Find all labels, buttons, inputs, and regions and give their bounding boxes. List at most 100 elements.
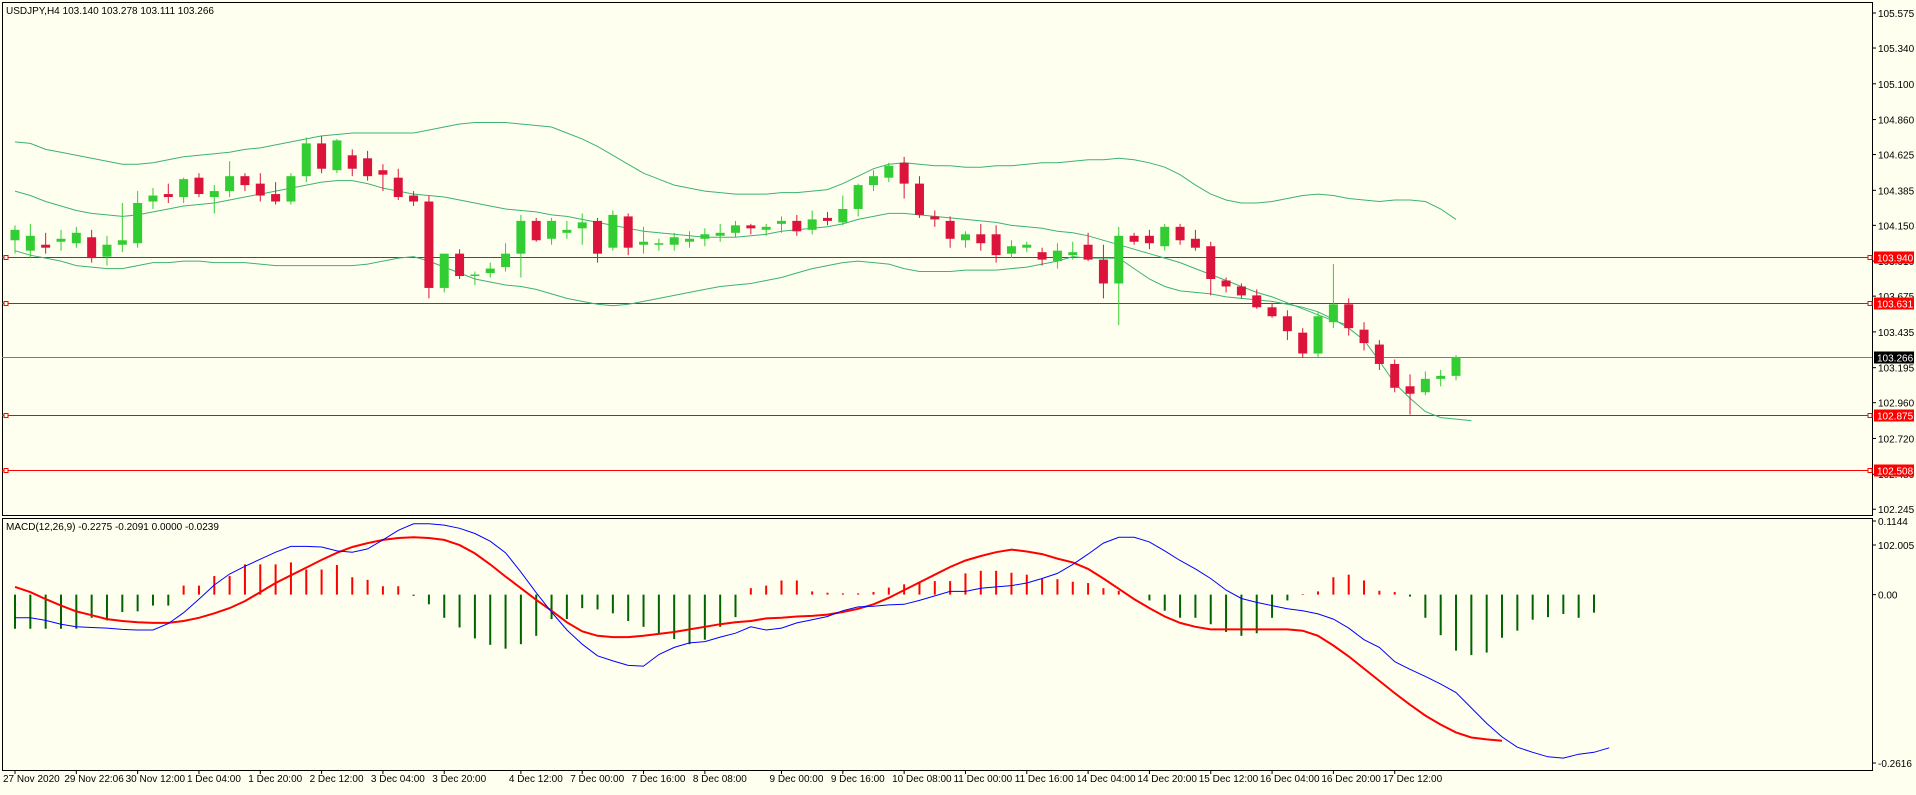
- bullish-candle[interactable]: [56, 238, 66, 242]
- bullish-candle[interactable]: [639, 241, 649, 245]
- level-anchor-marker[interactable]: [1867, 468, 1873, 473]
- bullish-candle[interactable]: [884, 165, 894, 178]
- bullish-candle[interactable]: [1313, 316, 1323, 354]
- bullish-candle[interactable]: [1420, 378, 1430, 393]
- bullish-candle[interactable]: [1114, 235, 1124, 284]
- bullish-candle[interactable]: [439, 253, 449, 288]
- bearish-candle[interactable]: [976, 234, 986, 244]
- bullish-candle[interactable]: [1160, 226, 1170, 247]
- bullish-candle[interactable]: [1052, 250, 1062, 262]
- bearish-candle[interactable]: [1374, 344, 1384, 364]
- bullish-candle[interactable]: [547, 220, 557, 239]
- bearish-candle[interactable]: [347, 155, 357, 169]
- bullish-candle[interactable]: [715, 232, 725, 236]
- bullish-candle[interactable]: [117, 240, 127, 245]
- bearish-candle[interactable]: [409, 195, 419, 202]
- bullish-candle[interactable]: [1436, 375, 1446, 379]
- bearish-candle[interactable]: [1344, 304, 1354, 329]
- bearish-candle[interactable]: [623, 216, 633, 248]
- bullish-candle[interactable]: [148, 195, 158, 202]
- bearish-candle[interactable]: [1083, 244, 1093, 260]
- bearish-candle[interactable]: [41, 244, 51, 248]
- bearish-candle[interactable]: [930, 216, 940, 220]
- bullish-candle[interactable]: [25, 235, 35, 251]
- bullish-candle[interactable]: [485, 268, 495, 274]
- level-anchor-marker[interactable]: [3, 301, 9, 306]
- bearish-candle[interactable]: [1390, 363, 1400, 388]
- bearish-candle[interactable]: [378, 170, 388, 175]
- bearish-candle[interactable]: [240, 176, 250, 186]
- bullish-candle[interactable]: [1022, 244, 1032, 248]
- bullish-candle[interactable]: [562, 229, 572, 233]
- bearish-candle[interactable]: [531, 220, 541, 241]
- bearish-candle[interactable]: [945, 220, 955, 239]
- bearish-candle[interactable]: [1037, 252, 1047, 260]
- bullish-candle[interactable]: [700, 234, 710, 239]
- bullish-candle[interactable]: [868, 176, 878, 186]
- bullish-candle[interactable]: [960, 234, 970, 241]
- bearish-candle[interactable]: [194, 177, 204, 195]
- level-anchor-marker[interactable]: [1867, 255, 1873, 260]
- bullish-candle[interactable]: [1006, 246, 1016, 254]
- bullish-candle[interactable]: [516, 220, 526, 254]
- bullish-candle[interactable]: [577, 222, 587, 229]
- bearish-candle[interactable]: [363, 158, 373, 177]
- bearish-candle[interactable]: [424, 201, 434, 288]
- bearish-candle[interactable]: [1098, 259, 1108, 284]
- bearish-candle[interactable]: [1190, 238, 1200, 248]
- bullish-candle[interactable]: [838, 208, 848, 223]
- bullish-candle[interactable]: [1068, 252, 1078, 256]
- bearish-candle[interactable]: [271, 194, 281, 202]
- bullish-candle[interactable]: [1451, 357, 1461, 376]
- bullish-candle[interactable]: [470, 274, 480, 277]
- bullish-candle[interactable]: [685, 238, 695, 242]
- level-anchor-marker[interactable]: [3, 413, 9, 418]
- bearish-candle[interactable]: [255, 183, 265, 196]
- bullish-candle[interactable]: [133, 203, 143, 244]
- bearish-candle[interactable]: [455, 253, 465, 277]
- bullish-candle[interactable]: [777, 220, 786, 224]
- bullish-candle[interactable]: [608, 214, 618, 248]
- price-pane[interactable]: [2, 2, 1873, 516]
- bullish-candle[interactable]: [669, 237, 679, 245]
- bullish-candle[interactable]: [286, 176, 296, 202]
- bearish-candle[interactable]: [991, 234, 1001, 256]
- bullish-candle[interactable]: [179, 179, 189, 198]
- level-anchor-marker[interactable]: [1867, 301, 1873, 306]
- level-anchor-marker[interactable]: [3, 255, 9, 260]
- bullish-candle[interactable]: [731, 225, 741, 233]
- bearish-candle[interactable]: [1252, 295, 1262, 308]
- bullish-candle[interactable]: [654, 243, 664, 245]
- bullish-candle[interactable]: [853, 185, 863, 209]
- bullish-candle[interactable]: [301, 143, 311, 177]
- bearish-candle[interactable]: [1206, 246, 1216, 279]
- bearish-candle[interactable]: [393, 177, 403, 198]
- bullish-candle[interactable]: [332, 140, 342, 171]
- level-anchor-marker[interactable]: [3, 468, 9, 473]
- bearish-candle[interactable]: [87, 237, 97, 259]
- bearish-candle[interactable]: [1129, 235, 1139, 242]
- bullish-candle[interactable]: [71, 232, 81, 244]
- bullish-candle[interactable]: [807, 219, 817, 230]
- bearish-candle[interactable]: [792, 220, 802, 232]
- bullish-candle[interactable]: [225, 176, 235, 192]
- bearish-candle[interactable]: [746, 225, 756, 229]
- bearish-candle[interactable]: [1221, 280, 1231, 287]
- bullish-candle[interactable]: [501, 253, 511, 268]
- bearish-candle[interactable]: [593, 220, 603, 254]
- bullish-candle[interactable]: [1328, 304, 1338, 323]
- bearish-candle[interactable]: [1359, 329, 1369, 344]
- level-anchor-marker[interactable]: [1867, 413, 1873, 418]
- bullish-candle[interactable]: [209, 191, 219, 198]
- bearish-candle[interactable]: [1405, 386, 1415, 394]
- bearish-candle[interactable]: [1298, 332, 1308, 354]
- bullish-candle[interactable]: [102, 244, 112, 257]
- bearish-candle[interactable]: [822, 217, 832, 221]
- bearish-candle[interactable]: [1236, 286, 1246, 296]
- bearish-candle[interactable]: [899, 162, 909, 184]
- bearish-candle[interactable]: [1267, 307, 1277, 317]
- bearish-candle[interactable]: [317, 143, 327, 169]
- bearish-candle[interactable]: [1144, 235, 1154, 244]
